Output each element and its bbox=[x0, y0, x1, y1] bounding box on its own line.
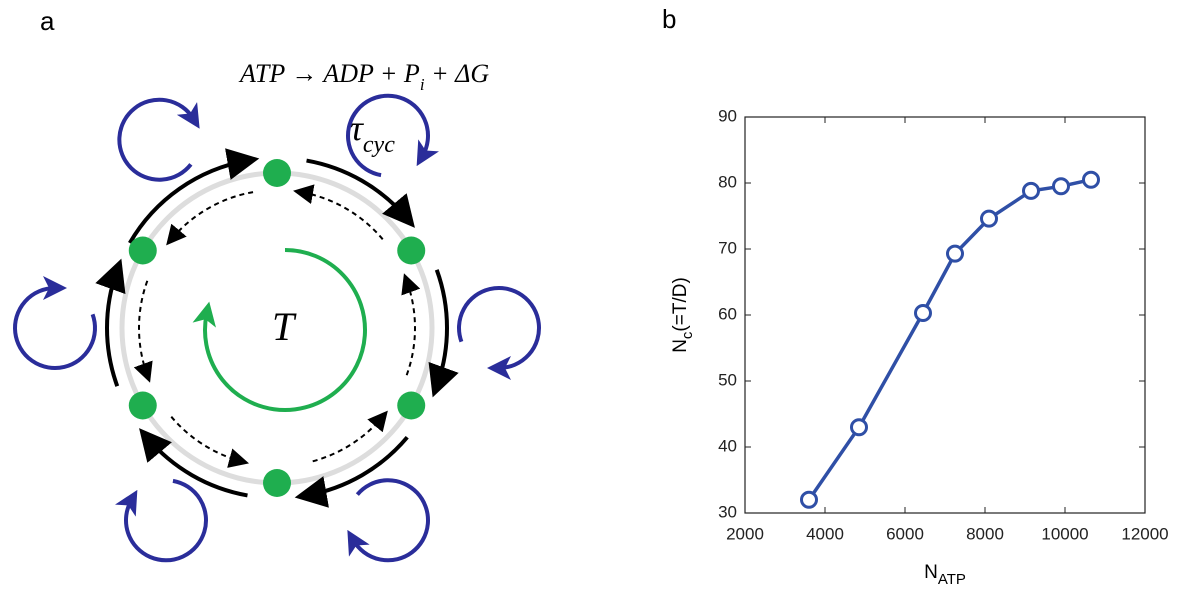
x-tick-label: 2000 bbox=[726, 524, 764, 543]
diagram-panel: a ATP → ADP + Pi + ΔG τcyc T bbox=[13, 6, 541, 563]
equation-subscript: i bbox=[420, 75, 425, 94]
data-point bbox=[800, 490, 818, 509]
x-tick-label: 8000 bbox=[966, 524, 1004, 543]
x-tick-label: 6000 bbox=[886, 524, 924, 543]
y-tick-label: 40 bbox=[718, 436, 737, 455]
motor-node bbox=[263, 469, 291, 497]
equation-part: ATP → ADP + P bbox=[238, 59, 420, 88]
data-point bbox=[1082, 170, 1100, 189]
x-tick-label: 10000 bbox=[1041, 524, 1088, 543]
data-point bbox=[914, 304, 932, 323]
motor-node bbox=[128, 391, 157, 420]
motor-node bbox=[263, 159, 291, 187]
cycle-arrow bbox=[347, 478, 430, 563]
data-line bbox=[807, 177, 1092, 501]
motor-node bbox=[397, 236, 426, 265]
data-point bbox=[946, 244, 964, 263]
data-point bbox=[1022, 181, 1040, 200]
y-tick-label: 70 bbox=[718, 238, 737, 257]
equation-part: + ΔG bbox=[425, 59, 490, 88]
y-label-main: N bbox=[670, 339, 691, 353]
cycle-arrow bbox=[13, 276, 97, 370]
cycle-time: τcyc bbox=[350, 108, 395, 158]
forward-arrow bbox=[306, 158, 415, 228]
backward-arrow bbox=[293, 184, 384, 240]
cycle-arrow bbox=[457, 286, 541, 380]
forward-arrow bbox=[139, 428, 248, 498]
cycle-arrow bbox=[346, 93, 440, 178]
motor-node bbox=[397, 391, 426, 420]
forward-arrow bbox=[294, 435, 409, 508]
reaction-equation: ATP → ADP + Pi + ΔG bbox=[238, 59, 489, 94]
tau-subscript: cyc bbox=[363, 132, 395, 158]
cycle-arrow bbox=[117, 97, 200, 182]
backward-arrow bbox=[401, 273, 421, 376]
x-label-main: N bbox=[924, 562, 938, 583]
y-tick-label: 90 bbox=[718, 106, 737, 125]
data-point bbox=[1052, 177, 1070, 196]
y-tick-label: 60 bbox=[718, 304, 737, 323]
panel-label: a bbox=[40, 6, 55, 36]
chart-panel: b 30 40 50 60 70 80 90 2000 4000 6000 8000 10000 120… bbox=[662, 4, 1169, 588]
panel-label: b bbox=[662, 4, 676, 34]
x-label-sub: ATP bbox=[938, 571, 966, 588]
data-point bbox=[980, 209, 998, 228]
x-axis-label: NATP bbox=[924, 562, 966, 588]
backward-arrow bbox=[133, 280, 153, 383]
y-tick-label: 30 bbox=[718, 502, 737, 521]
y-axis-label: Nc(=T/D) bbox=[670, 277, 696, 353]
cycle-arrow bbox=[114, 478, 208, 563]
x-tick-label: 4000 bbox=[806, 524, 844, 543]
turn-arrow bbox=[192, 248, 367, 412]
motor-node bbox=[128, 236, 157, 265]
forward-arrow bbox=[128, 148, 260, 245]
forward-arrow bbox=[95, 258, 126, 387]
forward-arrow bbox=[428, 269, 459, 398]
backward-arrow bbox=[166, 191, 254, 246]
y-label-sub: c bbox=[679, 331, 696, 339]
data-point bbox=[850, 418, 868, 437]
y-label-rest: (=T/D) bbox=[670, 277, 691, 331]
backward-arrow bbox=[170, 416, 250, 468]
turn-label: T bbox=[272, 304, 297, 349]
backward-arrow bbox=[312, 410, 388, 463]
y-tick-label: 80 bbox=[718, 172, 737, 191]
x-tick-label: 12000 bbox=[1121, 524, 1168, 543]
y-tick-label: 50 bbox=[718, 370, 737, 389]
